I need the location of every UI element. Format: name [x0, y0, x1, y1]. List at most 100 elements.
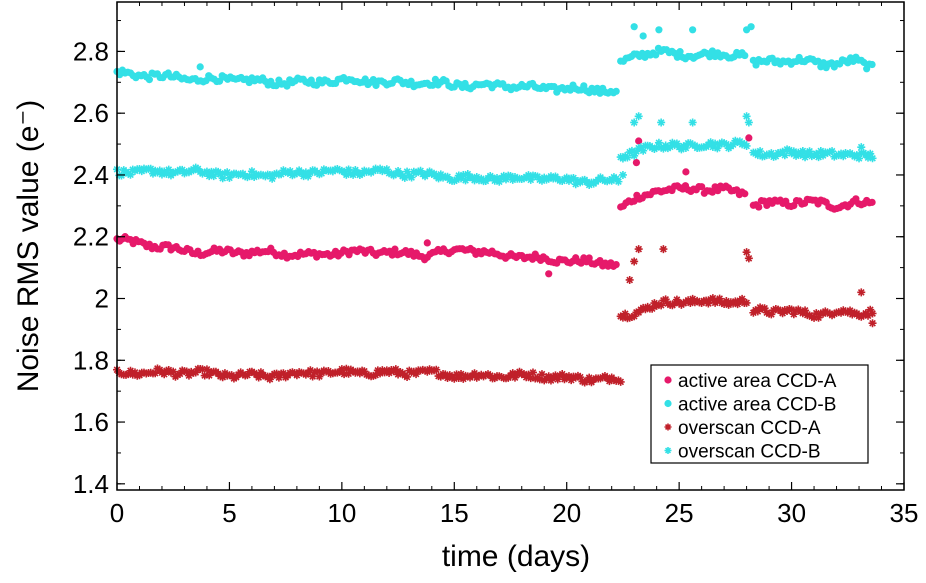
data-point [720, 139, 729, 148]
data-point [807, 152, 816, 161]
data-point [715, 294, 724, 303]
data-point [767, 149, 776, 158]
data-point [605, 377, 614, 386]
data-point [290, 170, 299, 179]
data-point [124, 370, 133, 379]
y-tick-label: 2.6 [73, 98, 109, 128]
data-point [202, 167, 211, 176]
data-point [801, 153, 810, 162]
data-point [816, 147, 825, 156]
data-point [304, 172, 313, 181]
data-point [625, 275, 634, 284]
data-point [686, 298, 695, 307]
data-point [744, 118, 753, 127]
data-point [528, 368, 537, 377]
data-point [166, 368, 175, 377]
data-point [407, 77, 415, 85]
data-point [551, 371, 560, 380]
data-point [429, 81, 437, 89]
data-point [708, 143, 717, 152]
data-point [160, 370, 169, 379]
data-point [639, 32, 647, 40]
axis-ticks [116, 2, 905, 490]
data-point [787, 305, 796, 314]
data-point [391, 365, 400, 374]
data-point [634, 144, 643, 153]
data-point [448, 373, 457, 382]
data-point [299, 172, 308, 181]
data-point [220, 169, 229, 178]
legend-box [650, 364, 869, 464]
data-point [828, 147, 837, 156]
data-point [145, 76, 153, 84]
data-point [798, 146, 807, 155]
data-point [279, 369, 288, 378]
data-point [666, 142, 675, 151]
data-point [301, 168, 310, 177]
data-point [717, 298, 726, 307]
data-point [630, 312, 639, 321]
tick-labels: 0 5 10 15 20 25 30 35 1.4 1.6 1.8 2 2.2 2.4 2.6 2.8 [73, 36, 919, 528]
data-point [317, 169, 326, 178]
data-point [526, 374, 535, 383]
data-point [310, 368, 319, 377]
y-tick-label: 2.4 [73, 160, 109, 190]
data-point [659, 245, 668, 254]
data-point [196, 63, 204, 71]
data-point [524, 171, 533, 180]
data-point [564, 372, 573, 381]
x-tick-label: 30 [777, 498, 806, 528]
data-point [630, 257, 639, 266]
data-point [814, 313, 823, 322]
data-point [722, 140, 731, 149]
data-point [654, 138, 663, 147]
legend-marker [664, 447, 672, 454]
data-point [623, 153, 632, 162]
data-point [506, 172, 515, 181]
data-point [812, 149, 821, 158]
data-point [648, 304, 657, 313]
series-2 [113, 245, 877, 387]
data-point [866, 305, 875, 314]
data-point [630, 118, 639, 127]
data-point [173, 370, 182, 379]
data-point [616, 377, 625, 386]
data-point [412, 370, 421, 379]
data-point [382, 165, 391, 174]
data-point [708, 294, 717, 303]
y-tick-label: 2.2 [73, 222, 109, 252]
data-point [209, 172, 218, 181]
data-point [780, 306, 789, 315]
data-point [713, 144, 722, 153]
data-point [744, 254, 753, 263]
data-point [481, 371, 490, 380]
data-point [531, 374, 540, 383]
data-point [337, 365, 346, 374]
data-point [457, 370, 466, 379]
data-point [378, 167, 387, 176]
data-point [535, 175, 544, 184]
data-point [265, 170, 274, 179]
x-axis-title: time (days) [442, 540, 590, 573]
legend-marker [664, 376, 672, 384]
data-point [272, 369, 281, 378]
data-point [200, 371, 209, 380]
data-point [162, 169, 171, 178]
data-point [659, 296, 668, 305]
data-point [688, 118, 697, 127]
data-point [319, 165, 328, 174]
data-point [652, 51, 660, 59]
data-point [227, 170, 236, 179]
data-point [537, 370, 546, 379]
data-point [308, 372, 317, 381]
data-point [151, 369, 160, 378]
data-point [745, 134, 753, 142]
data-point [733, 300, 742, 309]
data-point [868, 154, 877, 163]
data-points [113, 23, 877, 387]
data-point [493, 174, 502, 183]
data-point [558, 370, 567, 379]
data-point [752, 61, 760, 69]
data-point [227, 371, 236, 380]
